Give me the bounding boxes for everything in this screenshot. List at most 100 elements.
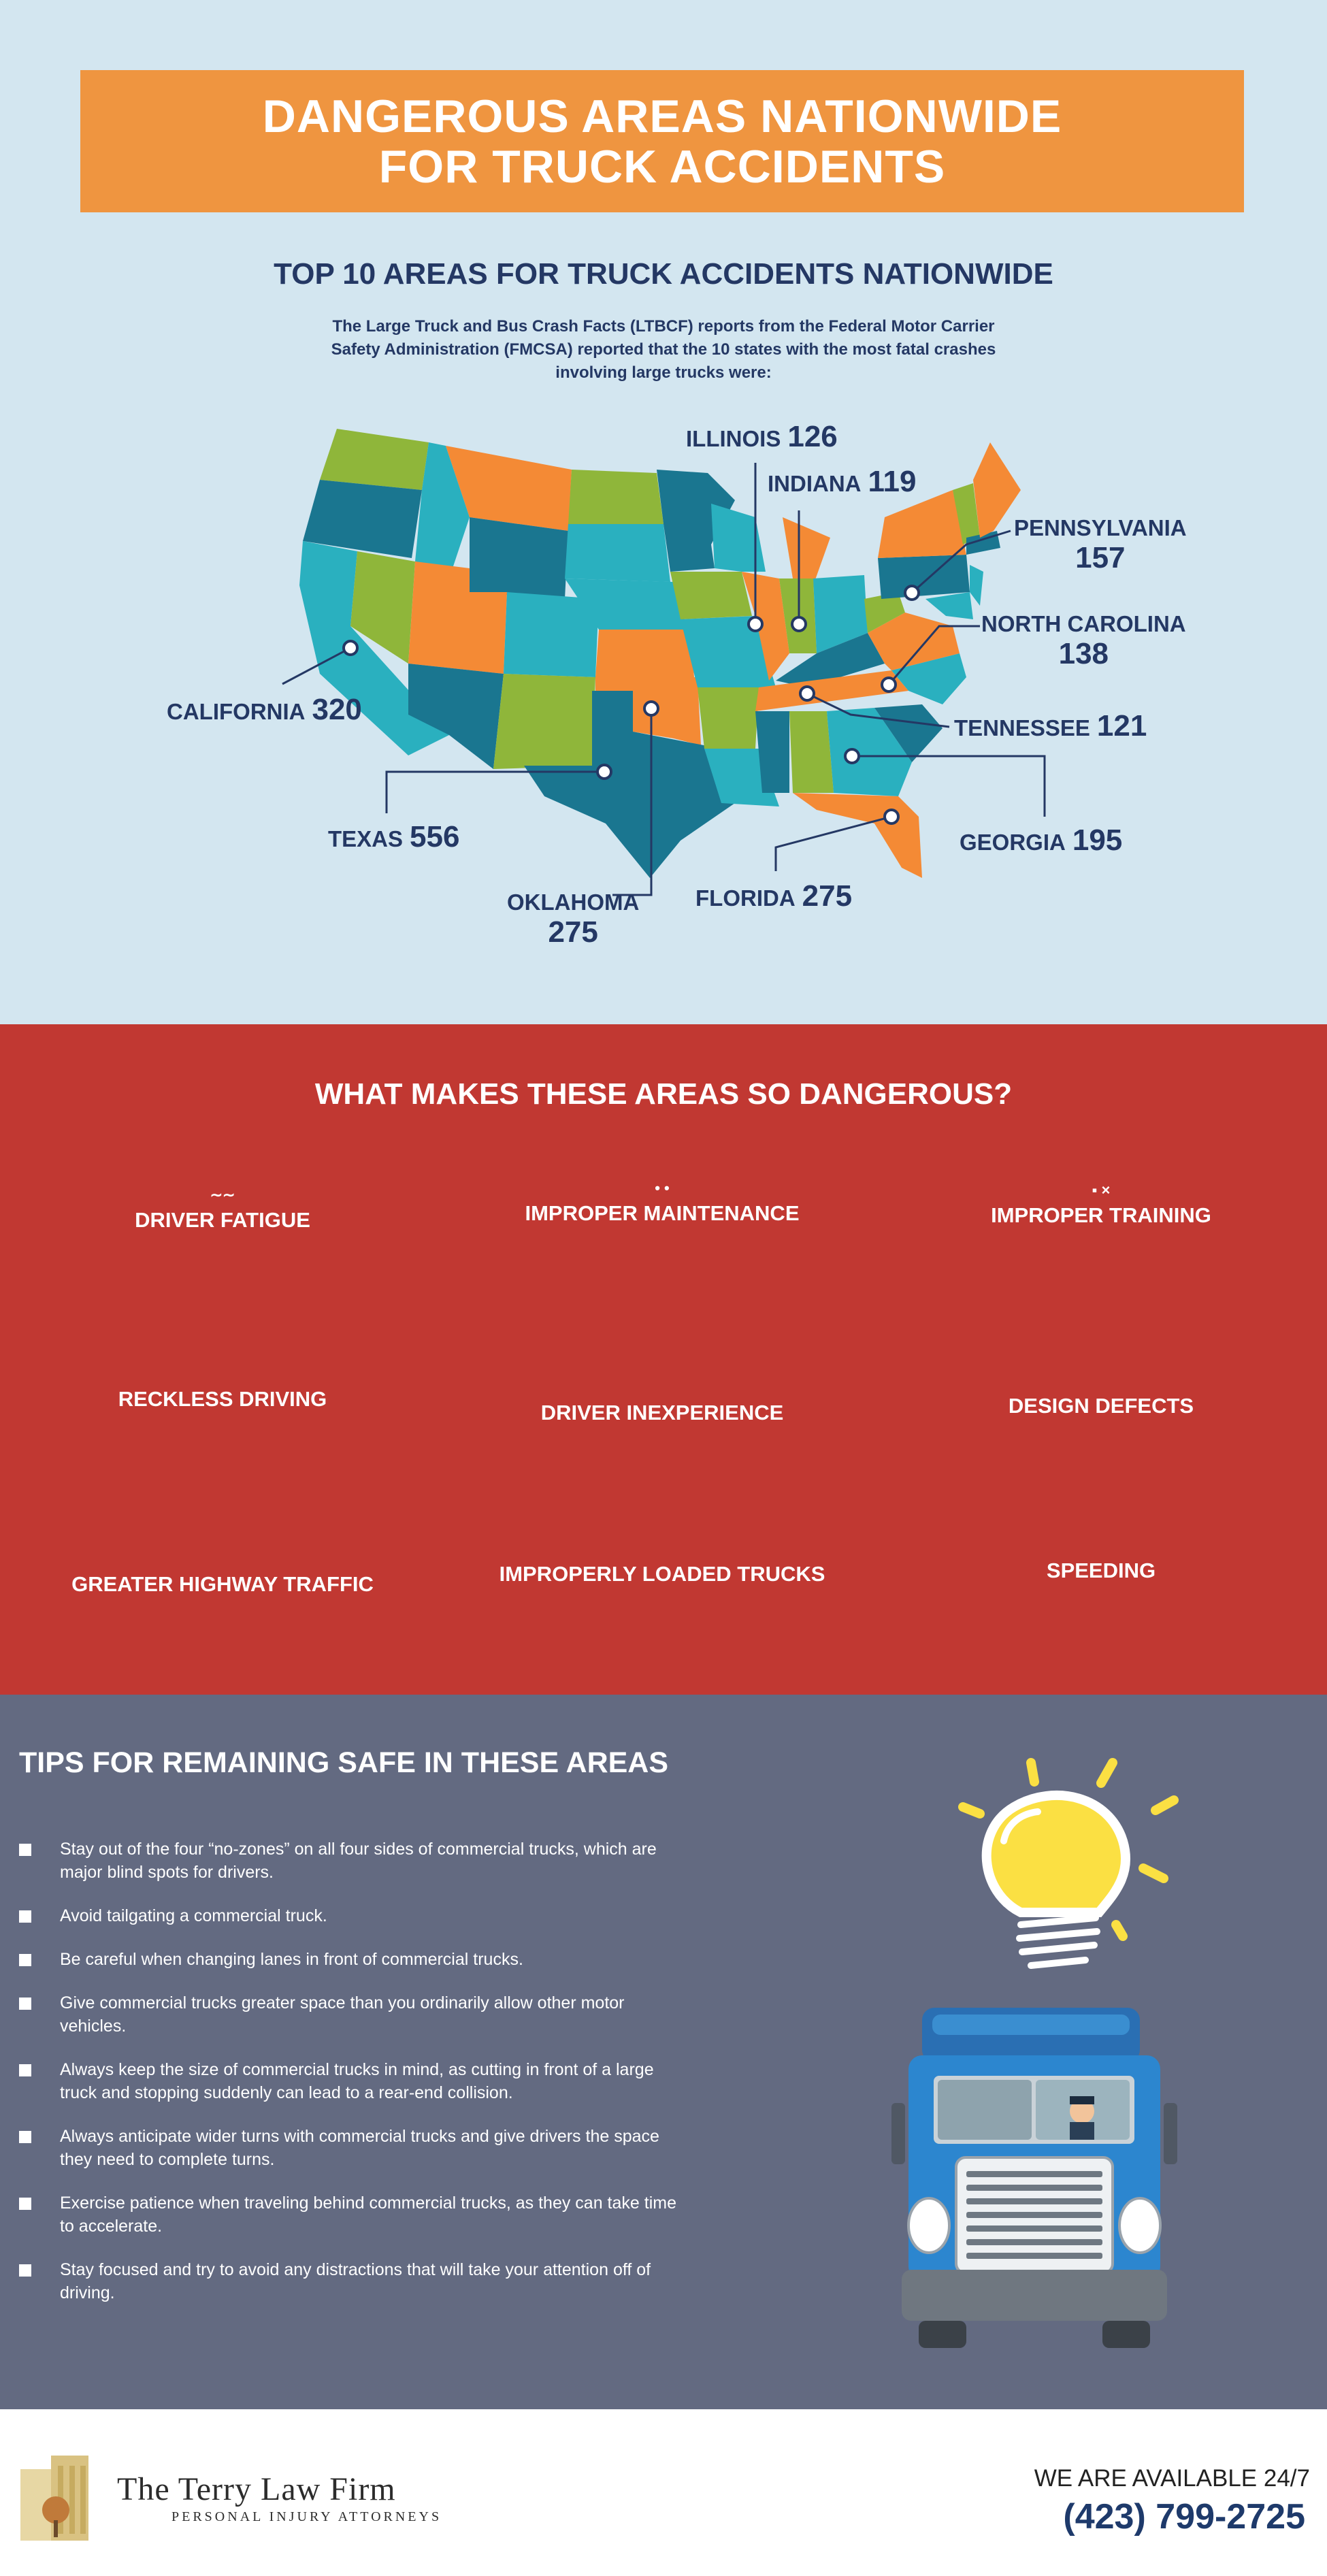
state-north-carolina bbox=[891, 653, 966, 704]
state-wisconsin bbox=[711, 504, 766, 572]
state-colorado bbox=[504, 592, 599, 677]
title-line-2: FOR TRUCK ACCIDENTS bbox=[378, 140, 946, 193]
training-icon: ▪ × bbox=[1092, 1181, 1111, 1199]
state-iowa bbox=[670, 572, 752, 619]
tip-item: Stay focused and try to avoid any distra… bbox=[19, 2258, 693, 2304]
state-michigan bbox=[783, 517, 830, 585]
bullet-icon bbox=[19, 2264, 31, 2277]
tip-item: Be careful when changing lanes in front … bbox=[19, 1948, 693, 1971]
tip-item: Avoid tailgating a commercial truck. bbox=[19, 1904, 693, 1927]
label-texas: TEXAS 556 bbox=[328, 820, 460, 853]
reason-label: SPEEDING bbox=[1046, 1559, 1156, 1582]
reason-label: IMPROPER TRAINING bbox=[991, 1203, 1211, 1227]
marker-texas bbox=[596, 764, 612, 780]
label-oklahoma: OKLAHOMA 275 bbox=[507, 890, 640, 949]
bullet-icon bbox=[19, 2064, 31, 2076]
state-montana bbox=[446, 446, 572, 531]
state-new-mexico bbox=[493, 674, 595, 769]
map-heading: TOP 10 AREAS FOR TRUCK ACCIDENTS NATIONW… bbox=[274, 257, 1053, 291]
reason-label: IMPROPER MAINTENANCE bbox=[525, 1201, 800, 1225]
state-vermont-nh bbox=[953, 483, 980, 544]
state-idaho bbox=[415, 442, 470, 568]
state-pennsylvania bbox=[878, 555, 970, 599]
tip-item: Always keep the size of commercial truck… bbox=[19, 2058, 693, 2104]
bullet-icon bbox=[19, 1954, 31, 1966]
leader-pennsylvania bbox=[911, 529, 1011, 594]
reason-improper-training: ▪ × IMPROPER TRAINING bbox=[897, 1183, 1305, 1228]
state-virginia bbox=[868, 613, 960, 670]
state-utah bbox=[408, 561, 507, 674]
state-new-york bbox=[878, 490, 966, 558]
tip-item: Stay out of the four “no-zones” on all f… bbox=[19, 1838, 693, 1884]
state-nebraska bbox=[565, 578, 687, 630]
reason-driver-fatigue: ∼∼ DRIVER FATIGUE bbox=[18, 1188, 427, 1233]
state-arizona bbox=[408, 664, 504, 769]
state-texas bbox=[524, 691, 735, 878]
wrench-icon: • • bbox=[655, 1179, 670, 1196]
state-minnesota bbox=[657, 470, 735, 572]
phone-number-link[interactable]: (423) 799-2725 bbox=[1063, 2497, 1305, 2537]
title-banner: DANGEROUS AREAS NATIONWIDE FOR TRUCK ACC… bbox=[80, 70, 1244, 212]
reason-improper-maintenance: • • IMPROPER MAINTENANCE bbox=[458, 1181, 866, 1226]
marker-pennsylvania bbox=[904, 585, 920, 601]
label-pennsylvania: PENNSYLVANIA 157 bbox=[1014, 515, 1187, 574]
leader-florida bbox=[774, 815, 892, 871]
state-missouri bbox=[681, 616, 776, 687]
title-line-1: DANGEROUS AREAS NATIONWIDE bbox=[262, 90, 1062, 142]
state-delaware-md bbox=[925, 592, 973, 619]
state-mississippi bbox=[755, 711, 789, 793]
marker-illinois bbox=[747, 616, 764, 632]
state-kentucky bbox=[776, 633, 885, 687]
marker-florida bbox=[883, 809, 900, 825]
tips-list: Stay out of the four “no-zones” on all f… bbox=[19, 1838, 693, 2325]
bullet-icon bbox=[19, 1998, 31, 2010]
reason-label: IMPROPERLY LOADED TRUCKS bbox=[499, 1562, 825, 1586]
label-tennessee: TENNESSEE 121 bbox=[954, 709, 1147, 743]
safety-tips-section: TIPS FOR REMAINING SAFE IN THESE AREAS S… bbox=[0, 1695, 1327, 2409]
top-areas-section: DANGEROUS AREAS NATIONWIDE FOR TRUCK ACC… bbox=[0, 0, 1327, 1024]
us-map bbox=[282, 429, 1046, 896]
state-wyoming bbox=[470, 517, 568, 599]
reason-greater-highway-traffic: GREATER HIGHWAY TRAFFIC bbox=[18, 1572, 427, 1597]
leader-texas bbox=[385, 770, 604, 813]
state-tennessee bbox=[755, 670, 908, 711]
reason-label: RECKLESS DRIVING bbox=[118, 1387, 327, 1411]
leader-north-carolina bbox=[887, 625, 980, 685]
reason-label: DRIVER FATIGUE bbox=[135, 1208, 310, 1232]
label-california: CALIFORNIA 320 bbox=[167, 693, 362, 726]
state-new-jersey bbox=[970, 565, 983, 606]
state-west-virginia bbox=[864, 592, 905, 633]
reason-speeding: SPEEDING bbox=[897, 1559, 1305, 1583]
state-arkansas bbox=[698, 687, 759, 749]
state-south-dakota bbox=[565, 524, 670, 582]
state-nevada bbox=[350, 551, 415, 664]
sleep-icon: ∼∼ bbox=[210, 1186, 235, 1203]
bullet-icon bbox=[19, 1910, 31, 1923]
label-north-carolina: NORTH CAROLINA 138 bbox=[981, 611, 1186, 670]
label-georgia: GEORGIA 195 bbox=[960, 824, 1123, 857]
reason-design-defects: DESIGN DEFECTS bbox=[897, 1394, 1305, 1418]
label-indiana: INDIANA 119 bbox=[768, 465, 917, 498]
state-kansas bbox=[595, 630, 694, 677]
state-north-dakota bbox=[568, 470, 664, 524]
reason-label: GREATER HIGHWAY TRAFFIC bbox=[71, 1572, 374, 1596]
leader-tennessee bbox=[806, 692, 950, 728]
tip-item: Always anticipate wider turns with comme… bbox=[19, 2125, 693, 2171]
reason-improperly-loaded-trucks: IMPROPERLY LOADED TRUCKS bbox=[458, 1562, 866, 1586]
firm-logo-text: The Terry Law Firm PERSONAL INJURY ATTOR… bbox=[117, 2471, 442, 2525]
map-intro-text: The Large Truck and Bus Crash Facts (LTB… bbox=[331, 317, 996, 382]
leader-georgia bbox=[852, 755, 1046, 817]
label-florida: FLORIDA 275 bbox=[695, 879, 853, 913]
leader-oklahoma bbox=[612, 708, 653, 896]
availability-text: WE ARE AVAILABLE 24/7 bbox=[1034, 2465, 1310, 2492]
state-florida bbox=[793, 793, 922, 878]
marker-north-carolina bbox=[881, 676, 897, 693]
marker-georgia bbox=[844, 748, 860, 764]
reason-label: DESIGN DEFECTS bbox=[1008, 1394, 1194, 1418]
marker-oklahoma bbox=[643, 700, 659, 717]
bullet-icon bbox=[19, 1844, 31, 1856]
tips-heading: TIPS FOR REMAINING SAFE IN THESE AREAS bbox=[19, 1746, 669, 1779]
reason-label: DRIVER INEXPERIENCE bbox=[540, 1401, 784, 1424]
building-logo-icon bbox=[20, 2456, 88, 2541]
state-georgia bbox=[827, 708, 912, 796]
